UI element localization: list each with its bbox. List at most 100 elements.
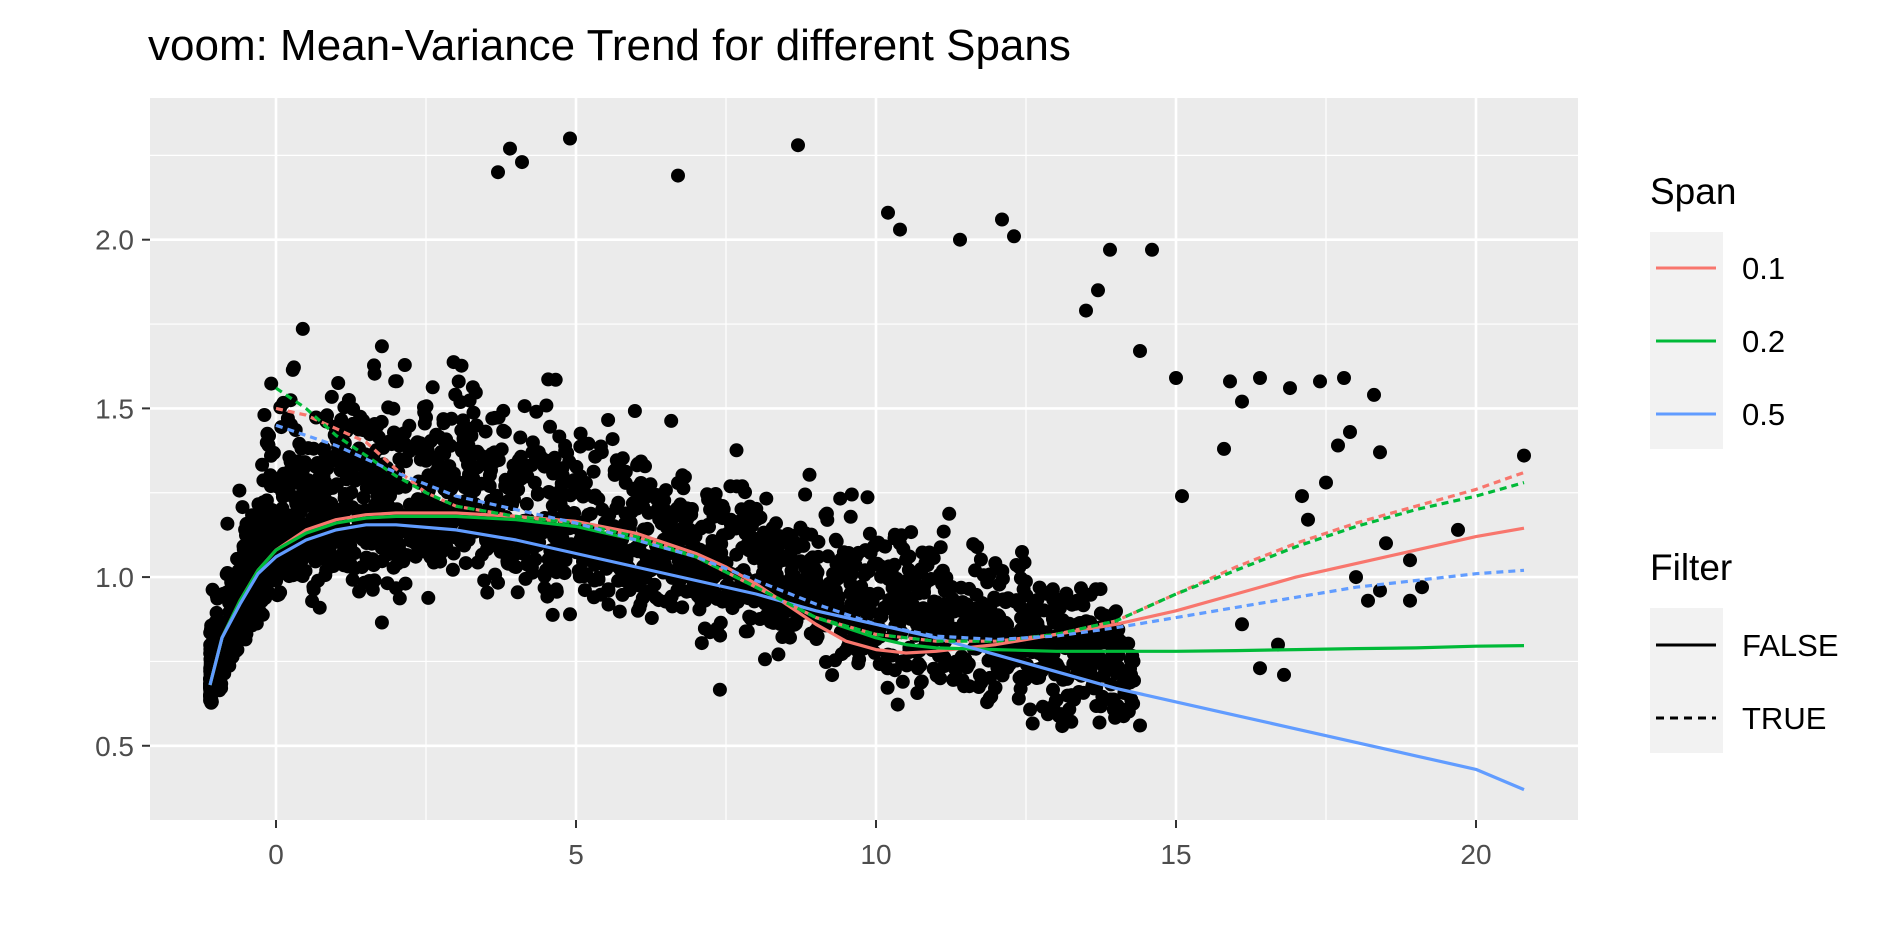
scatter-point <box>780 623 795 638</box>
scatter-point <box>1403 593 1417 608</box>
scatter-point <box>343 538 358 553</box>
scatter-point <box>1313 374 1327 389</box>
scatter-point <box>969 587 984 602</box>
scatter-point <box>456 413 470 428</box>
scatter-point <box>367 417 382 431</box>
scatter-point <box>480 542 494 557</box>
scatter-point <box>1277 667 1291 682</box>
scatter-point <box>581 507 596 522</box>
scatter-point <box>402 497 417 512</box>
scatter-point <box>470 444 485 459</box>
scatter-point <box>220 516 235 531</box>
scatter-point <box>838 556 853 571</box>
scatter-point <box>677 470 692 484</box>
trend-line-span-0.5-filter-true <box>275 423 1525 642</box>
scatter-point <box>821 549 835 564</box>
scatter-point <box>543 455 557 470</box>
scatter-point <box>1046 682 1060 697</box>
scatter-point <box>890 697 905 712</box>
scatter-point <box>1039 586 1054 601</box>
scatter-point <box>1035 699 1050 714</box>
scatter-point <box>618 506 633 521</box>
scatter-point <box>899 552 914 567</box>
scatter-point <box>1283 381 1297 396</box>
scatter-point <box>273 585 288 600</box>
scatter-point <box>640 521 655 536</box>
trend-line-span-0.2-filter-true <box>275 386 1525 643</box>
scatter-point <box>275 511 290 526</box>
scatter-point <box>715 528 730 543</box>
scatter-point <box>419 410 433 425</box>
x-tick-label: 15 <box>1160 839 1191 870</box>
scatter-point <box>824 580 838 595</box>
scatter-point <box>671 168 685 183</box>
scatter-point <box>841 546 856 560</box>
scatter-point <box>937 583 952 598</box>
scatter-point <box>862 526 877 541</box>
scatter-point <box>740 540 755 555</box>
scatter-point <box>1023 614 1038 629</box>
scatter-point <box>895 674 910 689</box>
scatter-point <box>1373 583 1387 598</box>
scatter-point <box>712 682 727 697</box>
scatter-point <box>618 547 633 562</box>
scatter-point <box>249 616 264 631</box>
x-tick-label: 0 <box>268 839 284 870</box>
scatter-point <box>1133 344 1147 358</box>
scatter-point <box>250 547 265 562</box>
x-tick-label: 10 <box>860 839 891 870</box>
scatter-point <box>1045 611 1060 626</box>
scatter-point <box>539 398 554 413</box>
scatter-point <box>991 608 1006 623</box>
scatter-point <box>950 661 965 676</box>
scatter-point <box>330 477 344 492</box>
scatter-point <box>644 611 659 625</box>
scatter-point <box>1331 438 1345 453</box>
scatter-point <box>455 476 470 490</box>
scatter-point <box>942 506 957 521</box>
scatter-point <box>1373 445 1387 460</box>
scatter-point <box>893 222 907 237</box>
scatter-point <box>240 562 255 577</box>
scatter-point <box>988 556 1003 571</box>
scatter-point <box>988 680 1003 695</box>
scatter-point <box>825 668 840 683</box>
scatter-point <box>872 657 887 671</box>
legend-filter-keys-bg <box>1650 608 1723 753</box>
scatter-point <box>1079 303 1093 318</box>
scatter-point <box>226 570 241 585</box>
scatter-point <box>515 155 529 170</box>
scatter-point <box>434 445 449 459</box>
scatter-point <box>352 584 367 599</box>
scatter-point <box>1093 582 1108 597</box>
scatter-point <box>318 452 333 467</box>
scatter-point <box>831 590 846 605</box>
scatter-point <box>954 649 969 664</box>
scatter-point <box>470 460 485 475</box>
legend-label-filter-false: FALSE <box>1742 628 1839 663</box>
scatter-point <box>1235 394 1249 409</box>
scatter-point <box>226 636 241 651</box>
y-tick-label: 1.5 <box>95 393 134 424</box>
scatter-point <box>524 458 539 472</box>
scatter-point <box>755 552 770 567</box>
scatter-point <box>656 504 670 519</box>
scatter-point <box>398 576 413 591</box>
scatter-point <box>333 416 348 431</box>
scatter-point <box>881 572 896 586</box>
scatter-point <box>1016 582 1031 597</box>
scatter-point <box>784 576 799 591</box>
scatter-point <box>528 552 543 567</box>
scatter-point <box>975 614 990 629</box>
scatter-point <box>263 528 278 543</box>
scatter-point <box>1403 553 1417 568</box>
scatter-point <box>420 515 435 529</box>
scatter-point <box>518 571 533 586</box>
scatter-point <box>496 403 511 418</box>
scatter-point <box>895 654 910 669</box>
scatter-point <box>771 647 786 662</box>
scatter-point <box>586 590 601 605</box>
scatter-point <box>1037 603 1051 618</box>
scatter-point <box>995 212 1009 227</box>
